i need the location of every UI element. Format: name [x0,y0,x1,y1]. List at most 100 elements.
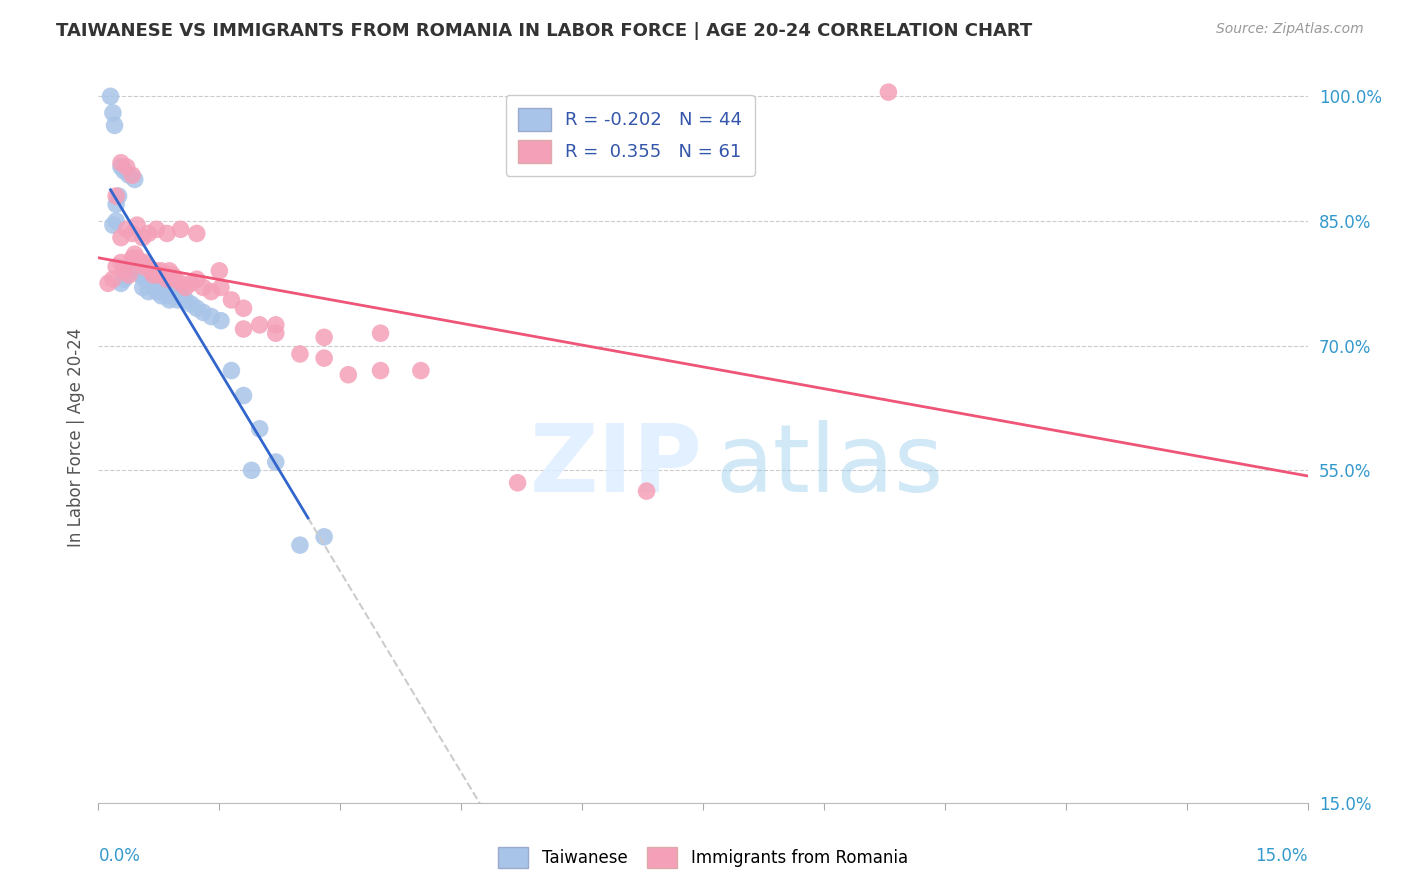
Point [105,214,128,228]
Point [200,285,222,299]
Point [877,85,900,99]
Point [180,297,202,311]
Point [314,530,336,544]
Point [264,326,287,341]
Point [156,289,179,303]
Point [134,272,156,286]
Point [127,218,149,232]
Point [124,172,146,186]
Point [174,280,197,294]
Point [337,368,360,382]
Point [101,272,124,286]
Point [163,289,186,303]
Point [221,293,243,307]
Point [186,227,208,241]
Point [264,455,287,469]
Point [118,260,141,274]
Point [153,285,176,299]
Point [138,260,160,274]
Point [193,305,215,319]
Text: 0.0%: 0.0% [98,847,141,864]
Point [97,277,120,291]
Point [506,475,529,490]
Point [166,293,188,307]
Point [112,272,135,286]
Point [124,247,146,261]
Point [127,264,149,278]
Text: TAIWANESE VS IMMIGRANTS FROM ROMANIA IN LABOR FORCE | AGE 20-24 CORRELATION CHAR: TAIWANESE VS IMMIGRANTS FROM ROMANIA IN … [56,22,1032,40]
Point [127,252,149,266]
Point [139,264,162,278]
Point [101,106,124,120]
Point [115,222,138,236]
Point [249,422,271,436]
Point [148,268,170,282]
Point [180,277,202,291]
Point [169,277,191,291]
Point [115,160,138,174]
Point [232,322,254,336]
Point [121,168,143,182]
Text: 15.0%: 15.0% [1256,847,1308,864]
Point [142,277,165,291]
Point [409,363,432,377]
Point [162,268,184,282]
Point [121,252,143,266]
Point [132,280,155,294]
Point [110,255,132,269]
Legend: R = -0.202   N = 44, R =  0.355   N = 61: R = -0.202 N = 44, R = 0.355 N = 61 [506,95,755,176]
Point [134,255,156,269]
Point [118,168,141,182]
Point [169,222,191,236]
Y-axis label: In Labor Force | Age 20-24: In Labor Force | Age 20-24 [66,327,84,547]
Point [112,164,135,178]
Point [169,289,191,303]
Point [636,484,658,499]
Point [103,119,125,133]
Point [105,260,128,274]
Point [145,264,167,278]
Point [112,264,135,278]
Point [148,280,170,294]
Point [174,293,197,307]
Point [153,268,176,282]
Point [163,272,186,286]
Legend: Taiwanese, Immigrants from Romania: Taiwanese, Immigrants from Romania [492,840,914,875]
Point [157,264,180,278]
Point [129,255,152,269]
Point [129,268,152,282]
Point [288,538,311,552]
Text: atlas: atlas [716,420,943,512]
Point [138,227,160,241]
Point [264,318,287,332]
Text: ZIP: ZIP [530,420,703,512]
Point [314,330,336,344]
Point [110,277,132,291]
Point [132,260,155,274]
Point [249,318,271,332]
Point [105,189,128,203]
Point [370,363,392,377]
Point [209,280,232,294]
Point [110,155,132,169]
Point [110,160,132,174]
Point [110,230,132,244]
Point [162,285,184,299]
Point [132,230,155,244]
Point [200,310,222,324]
Point [186,301,208,316]
Point [314,351,336,365]
Point [107,189,129,203]
Point [208,264,231,278]
Point [121,255,143,269]
Point [186,272,208,286]
Point [156,272,179,286]
Point [232,301,254,316]
Point [121,227,143,241]
Point [150,264,173,278]
Point [100,89,122,103]
Point [157,293,180,307]
Point [150,289,173,303]
Point [209,314,232,328]
Point [145,222,167,236]
